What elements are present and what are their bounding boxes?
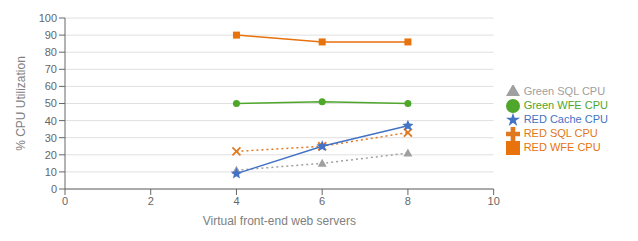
svg-text:10: 10	[45, 166, 57, 178]
svg-text:Virtual front-end web servers: Virtual front-end web servers	[203, 214, 356, 228]
svg-text:40: 40	[45, 115, 57, 127]
svg-text:2: 2	[148, 195, 154, 207]
svg-text:% CPU Utilization: % CPU Utilization	[14, 56, 28, 151]
svg-text:6: 6	[319, 195, 325, 207]
svg-text:20: 20	[45, 149, 57, 161]
svg-text:8: 8	[405, 195, 411, 207]
svg-text:0: 0	[51, 183, 57, 195]
svg-text:100: 100	[39, 12, 57, 24]
html-text:RED Cache CPU: RED Cache CPU	[523, 113, 608, 125]
html-text:RED WFE CPU: RED WFE CPU	[523, 141, 601, 154]
html-text:Green SQL CPU: Green SQL CPU	[523, 84, 606, 97]
html-text:Green WFE CPU: Green WFE CPU	[523, 98, 608, 111]
svg-text:90: 90	[45, 29, 57, 41]
svg-text:10: 10	[488, 195, 500, 207]
svg-text:80: 80	[45, 46, 57, 58]
svg-text:50: 50	[45, 97, 57, 109]
svg-text:0: 0	[62, 195, 68, 207]
svg-text:30: 30	[45, 132, 57, 144]
html-text:RED SQL CPU: RED SQL CPU	[523, 127, 598, 139]
svg-text:70: 70	[45, 63, 57, 75]
svg-text:4: 4	[233, 195, 239, 207]
svg-text:60: 60	[45, 80, 57, 92]
